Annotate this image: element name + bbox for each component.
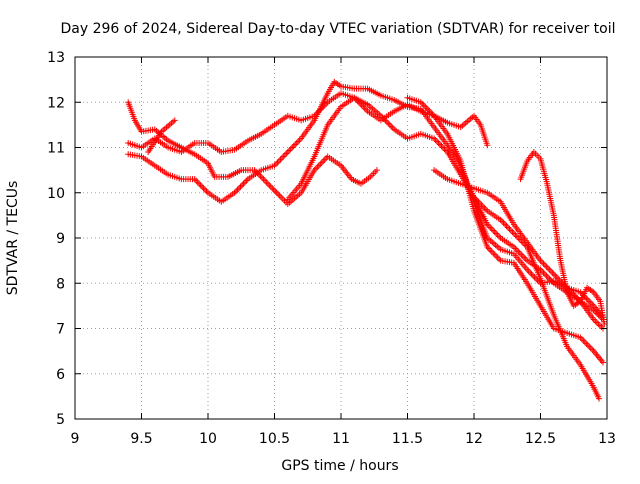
x-tick-label: 9.5 bbox=[130, 431, 152, 447]
data-layer bbox=[125, 78, 608, 402]
x-tick-label: 10 bbox=[199, 431, 217, 447]
y-tick-label: 10 bbox=[47, 186, 65, 202]
x-tick-label: 9 bbox=[71, 431, 80, 447]
y-tick-label: 9 bbox=[56, 231, 65, 247]
data-point-marker bbox=[484, 142, 491, 149]
y-tick-label: 6 bbox=[56, 367, 65, 383]
data-point-marker bbox=[600, 314, 607, 321]
y-tick-label: 7 bbox=[56, 322, 65, 338]
series-track-1 bbox=[125, 99, 380, 208]
x-tick-label: 10.5 bbox=[259, 431, 290, 447]
y-tick-label: 12 bbox=[47, 95, 65, 111]
data-point-marker bbox=[596, 395, 603, 402]
y-tick-label: 8 bbox=[56, 276, 65, 292]
x-tick-label: 13 bbox=[598, 431, 616, 447]
x-tick-label: 12 bbox=[465, 431, 483, 447]
y-axis-label: SDTVAR / TECUs bbox=[5, 181, 21, 296]
x-tick-label: 12.5 bbox=[525, 431, 556, 447]
tick-layer: 9 9.5 10 10.5 11 11.5 12 12.5 13 5 6 7 8 9 10 11 12 13 bbox=[47, 50, 616, 447]
series-track-9 bbox=[457, 162, 607, 321]
data-point-marker bbox=[171, 117, 178, 124]
y-tick-label: 11 bbox=[47, 141, 65, 157]
data-point-marker bbox=[373, 167, 380, 174]
x-axis-label: GPS time / hours bbox=[281, 458, 398, 474]
y-tick-label: 13 bbox=[47, 50, 65, 66]
series-track-3 bbox=[125, 78, 603, 402]
x-tick-label: 11 bbox=[332, 431, 350, 447]
grid-layer bbox=[75, 57, 607, 419]
series-track-4 bbox=[145, 117, 178, 156]
data-point-marker bbox=[600, 359, 607, 366]
y-tick-label: 5 bbox=[56, 412, 65, 428]
x-tick-label: 11.5 bbox=[392, 431, 423, 447]
series-track-5 bbox=[284, 94, 491, 203]
data-point-marker bbox=[601, 320, 608, 327]
chart-title: Day 296 of 2024, Sidereal Day-to-day VTE… bbox=[60, 21, 615, 37]
